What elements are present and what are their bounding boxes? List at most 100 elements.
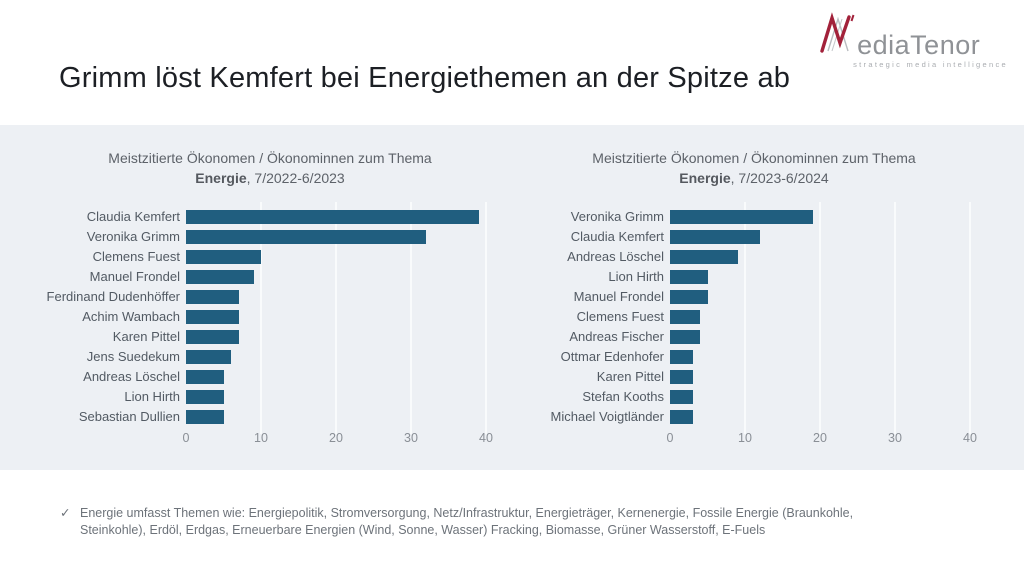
- bar-row: [186, 367, 486, 387]
- chart-title: Meistzitierte Ökonomen / Ökonominnen zum…: [108, 150, 432, 186]
- bar-row: [670, 407, 970, 427]
- bar: [186, 350, 231, 364]
- axis-tick-label: 30: [888, 431, 902, 445]
- bar: [670, 250, 738, 264]
- bar-row: [186, 287, 486, 307]
- axis-tick-label: 10: [254, 431, 268, 445]
- category-label: Claudia Kemfert: [570, 229, 664, 244]
- category-label: Manuel Frondel: [573, 289, 664, 304]
- bar: [670, 310, 700, 324]
- logo-m-icon: [819, 12, 855, 59]
- bar: [670, 210, 813, 224]
- chart-2022-2023: Meistzitierte Ökonomen / Ökonominnen zum…: [40, 125, 500, 470]
- bar-row: [186, 267, 486, 287]
- bar-row: [186, 327, 486, 347]
- gridline: [744, 202, 746, 434]
- bar: [186, 210, 479, 224]
- bar: [670, 410, 693, 424]
- category-label: Michael Voigtländer: [550, 409, 664, 424]
- page-title: Grimm löst Kemfert bei Energiethemen an …: [59, 62, 791, 94]
- bar: [670, 390, 693, 404]
- bar-row: [186, 227, 486, 247]
- bar: [186, 230, 426, 244]
- category-label: Sebastian Dullien: [78, 409, 180, 424]
- bar-row: [670, 347, 970, 367]
- bar: [670, 330, 700, 344]
- x-axis: 0 10 20 30 40: [182, 431, 493, 449]
- category-label: Clemens Fuest: [92, 249, 180, 264]
- footnote-text: Energie umfasst Themen wie: Energiepolit…: [80, 506, 854, 537]
- bar-row: [670, 267, 970, 287]
- bar-row: [186, 247, 486, 267]
- bar: [186, 370, 224, 384]
- x-axis: 0 10 20 30 40: [666, 431, 977, 449]
- category-label: Claudia Kemfert: [86, 209, 180, 224]
- bar: [186, 390, 224, 404]
- logo-tagline: strategic media intelligence: [853, 60, 1008, 69]
- category-label: Jens Suedekum: [86, 349, 180, 364]
- category-label: Andreas Fischer: [569, 329, 664, 344]
- category-label: Andreas Löschel: [83, 369, 180, 384]
- bar: [186, 250, 261, 264]
- bar-row: [670, 307, 970, 327]
- logo-word-media: edia: [857, 30, 911, 60]
- gridline: [894, 202, 896, 434]
- axis-tick-label: 0: [182, 431, 190, 445]
- gridline: [410, 202, 412, 434]
- bar-row: [186, 307, 486, 327]
- bar-row: [186, 387, 486, 407]
- gridline: [969, 202, 971, 434]
- bar: [670, 230, 760, 244]
- chart-title: Meistzitierte Ökonomen / Ökonominnen zum…: [592, 150, 916, 186]
- axis-tick-label: 0: [666, 431, 674, 445]
- category-label: Lion Hirth: [124, 389, 180, 404]
- category-label: Veronika Grimm: [86, 229, 180, 244]
- category-label: Ottmar Edenhofer: [560, 349, 664, 364]
- category-label: Veronika Grimm: [570, 209, 664, 224]
- axis-tick-label: 40: [963, 431, 977, 445]
- axis-tick-label: 30: [404, 431, 418, 445]
- bar-row: [670, 247, 970, 267]
- chart-panel: Meistzitierte Ökonomen / Ökonominnen zum…: [0, 125, 1024, 470]
- category-label: Ferdinand Dudenhöffer: [46, 289, 180, 304]
- bar: [670, 370, 693, 384]
- bar-row: [670, 327, 970, 347]
- bar: [186, 290, 239, 304]
- bar: [186, 310, 239, 324]
- axis-tick-label: 40: [479, 431, 493, 445]
- bar-row: [670, 367, 970, 387]
- category-label: Manuel Frondel: [89, 269, 180, 284]
- bar: [670, 270, 708, 284]
- bar-row: [670, 287, 970, 307]
- bar-row: [670, 227, 970, 247]
- checkmark-icon: ✓: [60, 506, 71, 520]
- axis-tick-label: 10: [738, 431, 752, 445]
- gridline: [819, 202, 821, 434]
- category-label: Achim Wambach: [82, 309, 180, 324]
- bar-row: [186, 407, 486, 427]
- category-label: Stefan Kooths: [582, 389, 664, 404]
- category-label: Karen Pittel: [596, 369, 664, 384]
- bar: [670, 290, 708, 304]
- bar: [186, 410, 224, 424]
- chart-2023-2024: Meistzitierte Ökonomen / Ökonominnen zum…: [524, 125, 984, 470]
- footnote: ✓ Energie umfasst Themen wie: Energiepol…: [60, 505, 884, 539]
- axis-tick-label: 20: [813, 431, 827, 445]
- bar-row: [186, 207, 486, 227]
- category-label: Andreas Löschel: [567, 249, 664, 264]
- gridline: [335, 202, 337, 434]
- category-label: Lion Hirth: [608, 269, 664, 284]
- axis-tick-label: 20: [329, 431, 343, 445]
- gridline: [485, 202, 487, 434]
- gridline: [260, 202, 262, 434]
- category-label: Clemens Fuest: [576, 309, 664, 324]
- bar: [186, 330, 239, 344]
- bar: [186, 270, 254, 284]
- bar-row: [670, 207, 970, 227]
- bar-row: [670, 387, 970, 407]
- media-tenor-logo: edia Tenor strategic media intelligence: [819, 12, 1008, 69]
- category-label: Karen Pittel: [112, 329, 180, 344]
- bar: [670, 350, 693, 364]
- logo-word-tenor: Tenor: [910, 30, 981, 60]
